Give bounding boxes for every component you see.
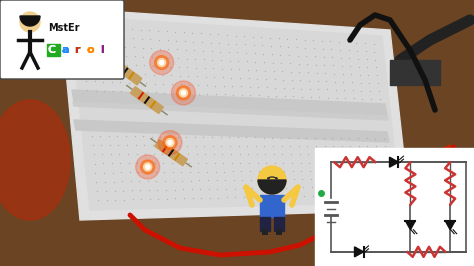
Circle shape [146,165,150,169]
Circle shape [136,155,160,179]
Polygon shape [60,8,410,220]
Circle shape [158,59,165,66]
Text: o: o [87,45,95,55]
Circle shape [163,136,177,149]
Polygon shape [109,57,142,85]
Polygon shape [390,157,399,167]
Circle shape [166,139,174,147]
Circle shape [158,131,182,155]
Text: o: o [87,45,95,55]
Wedge shape [258,180,286,194]
Polygon shape [405,221,415,230]
Text: C: C [48,45,56,55]
Text: C: C [48,45,56,55]
Text: l: l [100,45,104,55]
Circle shape [176,86,191,100]
Text: C: C [48,45,56,55]
Circle shape [182,91,185,95]
Circle shape [144,163,152,171]
Polygon shape [72,90,387,116]
Bar [315,148,474,266]
Circle shape [258,166,286,194]
Text: l: l [100,45,104,55]
Circle shape [168,141,172,145]
Polygon shape [74,120,389,142]
Polygon shape [430,145,455,165]
Circle shape [180,89,187,97]
Bar [47,44,60,56]
Bar [274,217,284,231]
Text: a: a [61,45,69,55]
Text: a: a [61,45,69,55]
Circle shape [150,51,173,74]
Polygon shape [430,145,455,165]
Text: r: r [74,45,80,55]
Text: l: l [100,45,104,55]
FancyBboxPatch shape [0,0,124,79]
Text: o: o [87,45,95,55]
Circle shape [155,56,169,69]
Text: a: a [61,45,69,55]
Bar [260,217,270,231]
Circle shape [160,61,164,65]
Polygon shape [70,16,400,210]
Text: MstEr: MstEr [48,23,80,33]
Polygon shape [445,221,455,230]
Text: r: r [74,45,80,55]
Circle shape [172,81,195,105]
Polygon shape [130,87,164,114]
Polygon shape [73,102,388,120]
Bar [390,60,440,85]
Bar [260,195,284,217]
Ellipse shape [0,100,70,220]
Polygon shape [155,140,187,166]
Circle shape [141,160,155,174]
Text: r: r [74,45,80,55]
Circle shape [20,12,40,32]
Polygon shape [355,247,364,257]
Wedge shape [20,16,40,26]
